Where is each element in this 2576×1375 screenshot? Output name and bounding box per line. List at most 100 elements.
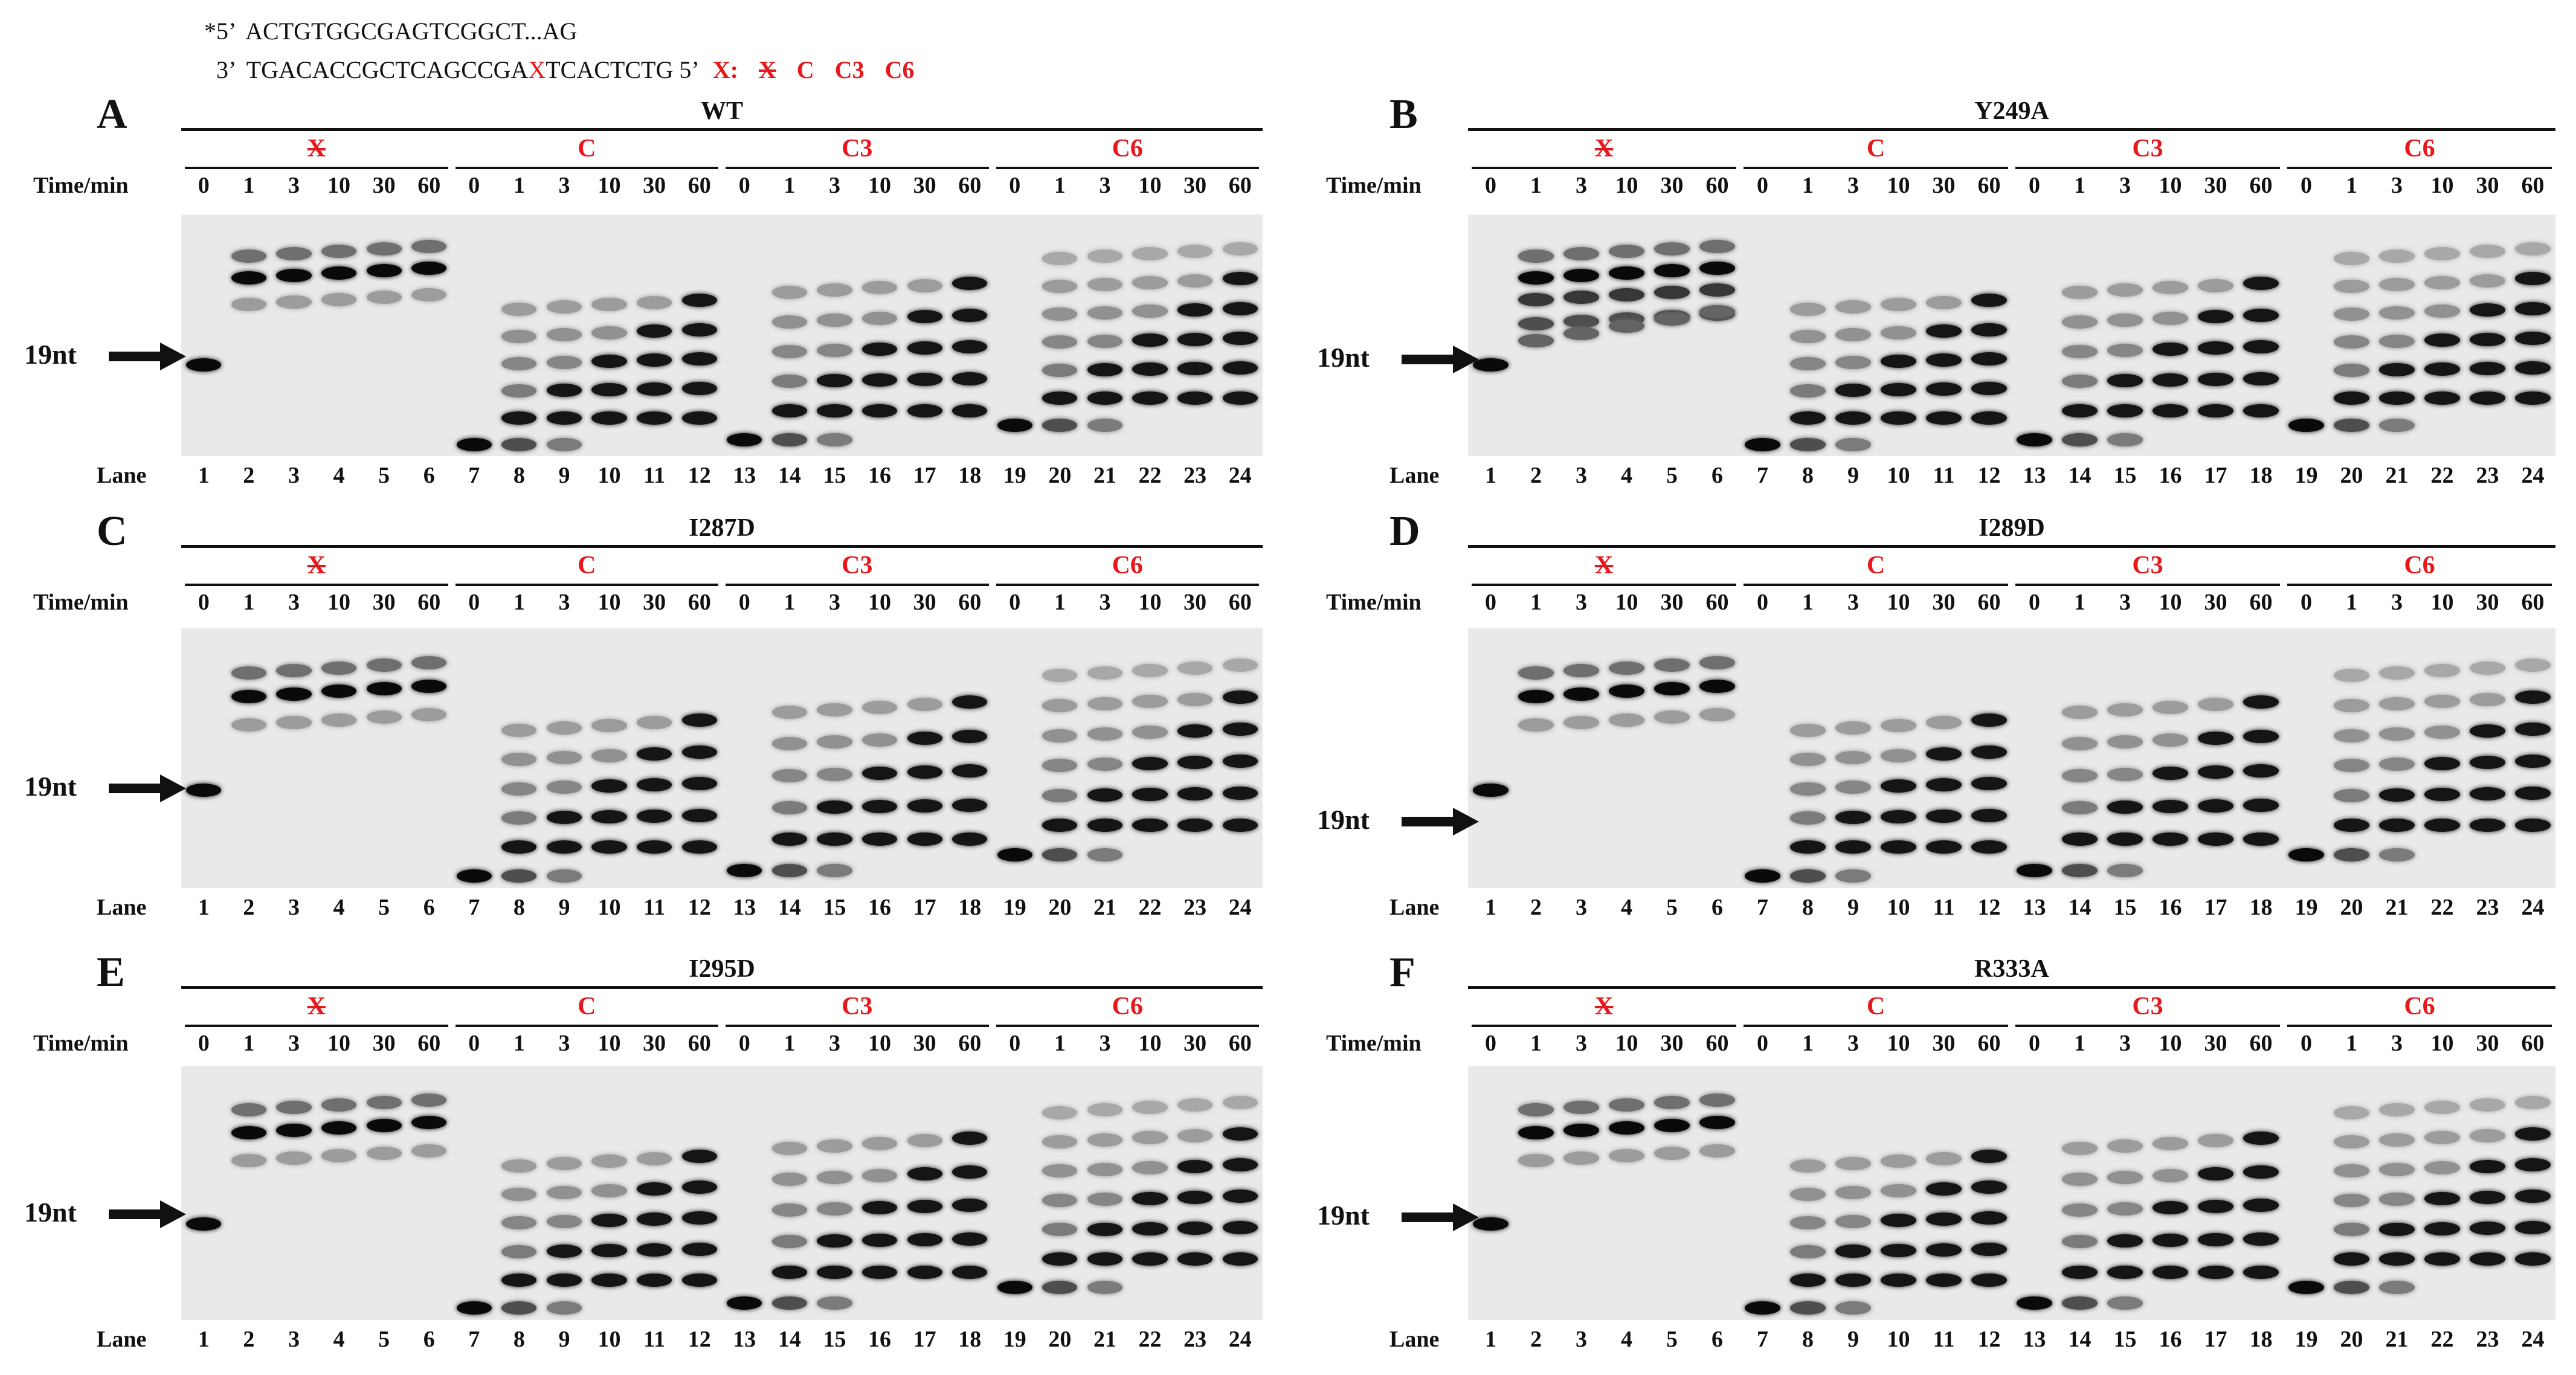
gel-band: [2243, 276, 2279, 290]
lane-number: 8: [513, 895, 525, 920]
gel-band: [546, 1244, 582, 1258]
gel-band: [1609, 713, 1644, 727]
gel-band: [2153, 343, 2188, 356]
gel-band: [1087, 1162, 1123, 1176]
gel-band: [2470, 332, 2505, 346]
gel-band: [546, 438, 582, 451]
gel-band: [1473, 783, 1509, 797]
gel-band: [861, 1266, 898, 1280]
gel-band: [1881, 355, 1916, 369]
gel-band: [2470, 1190, 2505, 1204]
gel-band: [1654, 659, 1690, 672]
time-point-label: 3: [1847, 1031, 1859, 1056]
lane-number: 10: [597, 463, 621, 488]
condition-group-label: X: [1594, 552, 1614, 579]
gel-band: [2334, 280, 2369, 294]
gel-band: [501, 1216, 537, 1230]
time-point-label: 3: [288, 173, 300, 198]
lane-number: 9: [1847, 895, 1859, 920]
gel-band: [1177, 1252, 1213, 1266]
gel-band: [2017, 863, 2052, 877]
time-point-label: 0: [198, 1031, 210, 1056]
gel-band: [2379, 1222, 2415, 1236]
gel-band: [276, 1101, 312, 1115]
lane-number: 24: [1228, 1327, 1252, 1352]
time-point-label: 1: [243, 173, 255, 198]
gel-band: [1087, 727, 1123, 741]
condition-group-label: C6: [1112, 552, 1143, 579]
gel-band: [411, 679, 447, 693]
gel-band: [1926, 295, 1962, 309]
gel-band: [1563, 269, 1599, 282]
gel-band: [861, 1233, 898, 1247]
gel-band: [2424, 819, 2460, 832]
time-point-label: 30: [2204, 173, 2227, 198]
gel-band: [1177, 724, 1213, 738]
condition-group-underline: [1472, 584, 1736, 586]
lane-axis-label: Lane: [97, 463, 147, 488]
gel-band: [321, 1149, 357, 1162]
gel-band: [456, 438, 492, 451]
gel-band: [2470, 1129, 2505, 1142]
time-point-label: 3: [1099, 1031, 1111, 1056]
time-point-label: 10: [1138, 1031, 1162, 1056]
gel-band: [1745, 438, 1780, 451]
gel-band: [1926, 840, 1962, 854]
gel-band: [1699, 262, 1735, 275]
gel-band: [1881, 1273, 1916, 1287]
gel-band: [1654, 681, 1690, 695]
lane-number: 12: [1977, 1327, 2001, 1352]
gel-band: [1790, 330, 1826, 344]
gel-band: [1042, 729, 1078, 742]
gel-band: [637, 411, 672, 425]
gel-band: [2470, 1221, 2505, 1235]
gel-band: [1881, 1214, 1916, 1228]
lane-number: 3: [288, 463, 300, 488]
lane-number: 3: [1576, 1327, 1587, 1352]
gel-band: [2288, 848, 2324, 862]
gel-band: [321, 293, 357, 306]
gel-band: [1881, 383, 1916, 397]
time-point-label: 0: [2301, 590, 2312, 615]
gel-band: [1177, 391, 1213, 405]
lane-number: 11: [1933, 895, 1955, 920]
gel-band: [771, 375, 807, 388]
gel-band: [681, 352, 717, 366]
condition-group-label: C3: [842, 552, 873, 579]
gel-band: [1177, 1190, 1213, 1204]
lane-number: 18: [958, 895, 982, 920]
gel-band: [456, 869, 492, 883]
gel-band: [366, 659, 402, 672]
gel-band: [2107, 433, 2143, 446]
condition-group-label: C: [1866, 993, 1885, 1020]
gel-band: [1971, 1273, 2007, 1287]
gel-band: [546, 1273, 582, 1287]
gel-band: [186, 358, 222, 372]
lane-number: 10: [597, 1327, 621, 1352]
gel-band: [1926, 716, 1962, 730]
gel-band: [681, 745, 717, 759]
gel-band: [2470, 362, 2505, 376]
gel-band: [727, 863, 762, 877]
gel-band: [1042, 1223, 1078, 1237]
condition-group-x: X: [1472, 992, 1736, 1027]
gel-band: [861, 373, 898, 387]
gel-band: [591, 840, 627, 854]
gel-band: [861, 343, 898, 356]
gel-band: [1881, 411, 1916, 425]
time-point-label: 3: [558, 590, 570, 615]
gel-band: [1971, 411, 2007, 425]
gel-band: [1609, 1121, 1644, 1135]
gel-band: [2424, 788, 2460, 802]
lane-number: 4: [1621, 1327, 1632, 1352]
lane-number: 15: [823, 895, 846, 920]
gel-band: [952, 1199, 988, 1212]
gel-band: [2062, 737, 2098, 751]
condition-group-c3: C3: [2015, 992, 2280, 1027]
size-marker-label: 19nt: [1317, 804, 1370, 835]
gel-band: [1563, 327, 1599, 340]
gel-band: [1222, 361, 1258, 375]
time-point-label: 1: [513, 590, 525, 615]
lane-number: 17: [913, 463, 936, 488]
lane-number: 1: [1485, 1327, 1496, 1352]
